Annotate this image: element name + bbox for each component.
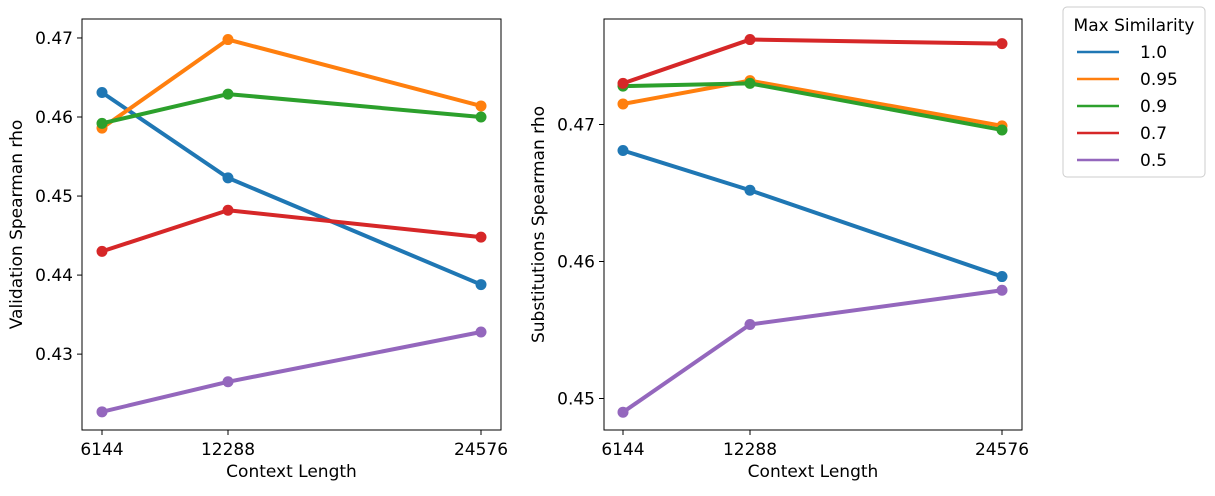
data-point-0.95	[617, 98, 629, 110]
legend-frame	[1062, 6, 1206, 178]
y-tick-label: 0.46	[557, 252, 595, 272]
data-point-0.7	[744, 34, 756, 46]
y-tick-label: 0.47	[35, 29, 73, 49]
data-point-0.5	[475, 326, 487, 338]
data-point-1.0	[996, 271, 1008, 283]
y-tick-label: 0.43	[35, 345, 73, 365]
data-point-0.7	[222, 204, 234, 216]
data-point-0.5	[96, 406, 108, 418]
y-tick-label: 0.45	[557, 389, 595, 409]
legend-label-0.5: 0.5	[1140, 151, 1167, 171]
data-point-0.95	[475, 100, 487, 112]
data-point-0.5	[222, 376, 234, 388]
data-point-0.7	[475, 231, 487, 243]
x-tick-label: 6144	[80, 440, 123, 460]
data-point-0.9	[744, 77, 756, 89]
legend-label-0.9: 0.9	[1140, 97, 1167, 117]
data-point-0.7	[96, 245, 108, 257]
data-point-1.0	[617, 145, 629, 157]
data-point-0.9	[96, 117, 108, 129]
data-point-1.0	[744, 184, 756, 196]
data-point-0.5	[617, 406, 629, 418]
data-point-0.9	[996, 124, 1008, 136]
legend-label-0.95: 0.95	[1140, 70, 1178, 90]
y-tick-label: 0.47	[557, 115, 595, 135]
x-tick-label: 6144	[601, 440, 644, 460]
x-tick-label: 12288	[723, 440, 777, 460]
legend-label-1.0: 1.0	[1140, 43, 1167, 63]
data-point-0.7	[996, 38, 1008, 50]
data-point-0.95	[222, 34, 234, 46]
plot-frame	[603, 18, 1023, 431]
x-tick-label: 12288	[201, 440, 255, 460]
left-chart-validation: 0.43 0.44 0.45 0.46 0.47 6144 12288 24576 Contex…	[7, 18, 508, 482]
legend: Max Similarity 1.0 0.95 0.9 0.7 0.5	[1062, 6, 1206, 178]
data-point-0.9	[222, 88, 234, 100]
x-axis-label: Context Length	[748, 462, 879, 482]
x-tick-label: 24576	[454, 440, 508, 460]
x-axis-label: Context Length	[226, 462, 357, 482]
y-tick-label: 0.46	[35, 108, 73, 128]
right-chart-substitutions: 0.45 0.46 0.47 6144 12288 24576 Context Length…	[529, 18, 1029, 482]
data-point-0.9	[475, 111, 487, 123]
y-axis-label: Validation Spearman rho	[7, 120, 27, 330]
y-tick-label: 0.45	[35, 187, 73, 207]
x-tick-label: 24576	[975, 440, 1029, 460]
data-point-0.5	[744, 319, 756, 331]
y-tick-label: 0.44	[35, 266, 73, 286]
legend-label-0.7: 0.7	[1140, 124, 1167, 144]
data-point-1.0	[96, 87, 108, 99]
plot-frame	[81, 18, 502, 431]
y-axis-label: Substitutions Spearman rho	[529, 106, 549, 343]
legend-title: Max Similarity	[1074, 16, 1195, 36]
data-point-0.5	[996, 284, 1008, 296]
data-point-1.0	[222, 172, 234, 184]
data-point-1.0	[475, 279, 487, 291]
data-point-0.7	[617, 77, 629, 89]
